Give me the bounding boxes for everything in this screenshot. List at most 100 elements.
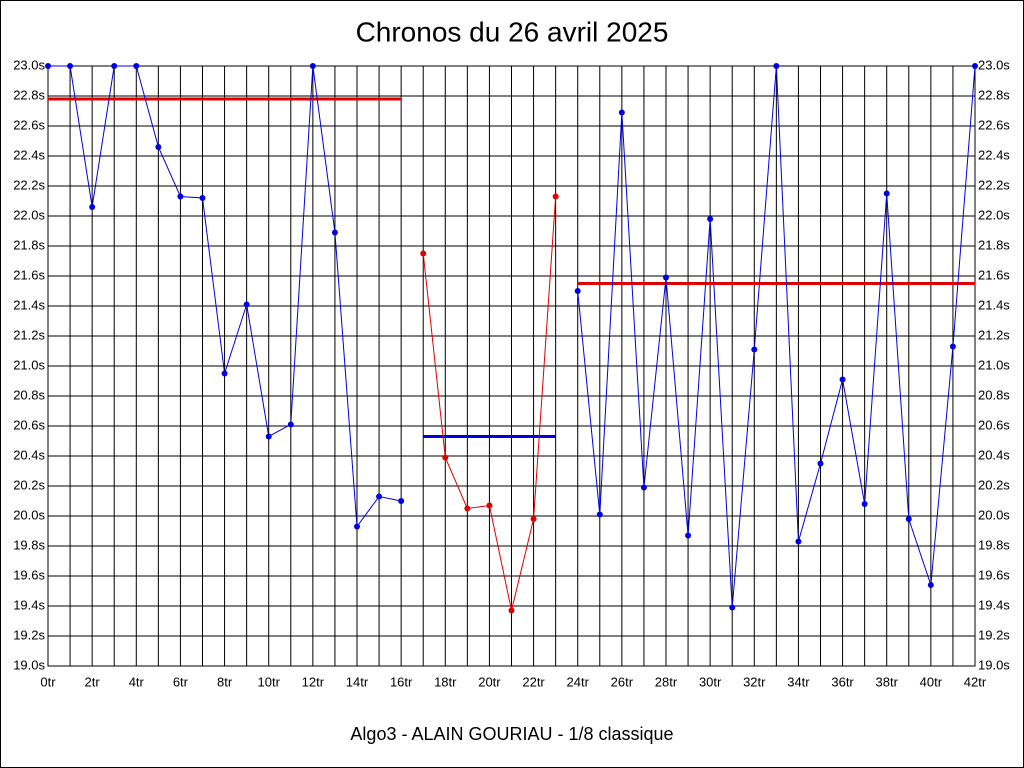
y-tick-label: 19.6s bbox=[13, 567, 45, 582]
data-point bbox=[243, 301, 250, 308]
y-tick-label: 22.8s bbox=[13, 87, 45, 102]
x-tick-label: 24tr bbox=[567, 674, 590, 689]
data-point bbox=[155, 144, 162, 150]
data-point bbox=[420, 250, 427, 257]
data-point bbox=[596, 511, 603, 518]
data-point bbox=[707, 216, 714, 222]
y2-tick-label: 20.8s bbox=[978, 387, 1010, 402]
y-tick-label: 22.6s bbox=[13, 117, 45, 132]
y2-tick-label: 20.4s bbox=[978, 447, 1010, 462]
y2-tick-label: 22.2s bbox=[978, 177, 1010, 192]
y2-tick-label: 21.8s bbox=[978, 237, 1010, 252]
data-point bbox=[133, 63, 140, 69]
data-point bbox=[839, 376, 846, 383]
x-tick-label: 42tr bbox=[964, 674, 987, 689]
data-point bbox=[376, 493, 383, 500]
data-point bbox=[773, 63, 780, 69]
y-tick-label: 20.2s bbox=[13, 477, 45, 492]
x-tick-label: 2tr bbox=[85, 674, 101, 689]
data-point bbox=[905, 516, 912, 522]
y-tick-label: 21.4s bbox=[13, 297, 45, 312]
x-tick-label: 0tr bbox=[40, 674, 56, 689]
y-tick-label: 19.2s bbox=[13, 627, 45, 642]
y-tick-label: 21.0s bbox=[13, 357, 45, 372]
y-tick-label: 20.6s bbox=[13, 417, 45, 432]
chart-subtitle: Algo3 - ALAIN GOURIAU - 1/8 classique bbox=[350, 724, 673, 744]
data-point bbox=[927, 582, 934, 588]
y2-tick-label: 19.0s bbox=[978, 657, 1010, 672]
x-tick-label: 18tr bbox=[434, 674, 457, 689]
data-point bbox=[618, 109, 625, 116]
y2-tick-label: 20.6s bbox=[978, 417, 1010, 432]
x-tick-label: 6tr bbox=[173, 674, 189, 689]
y-tick-label: 19.0s bbox=[13, 657, 45, 672]
data-point bbox=[640, 484, 647, 491]
x-tick-label: 10tr bbox=[258, 674, 281, 689]
x-tick-label: 12tr bbox=[302, 674, 325, 689]
y-tick-label: 20.8s bbox=[13, 387, 45, 402]
chart-title: Chronos du 26 avril 2025 bbox=[356, 16, 669, 47]
x-tick-label: 32tr bbox=[743, 674, 766, 689]
x-tick-label: 38tr bbox=[876, 674, 899, 689]
x-tick-label: 16tr bbox=[390, 674, 413, 689]
data-point bbox=[199, 195, 206, 201]
x-tick-label: 28tr bbox=[655, 674, 678, 689]
y2-tick-label: 20.0s bbox=[978, 507, 1010, 522]
y-tick-label: 22.2s bbox=[13, 177, 45, 192]
y2-tick-label: 19.6s bbox=[978, 567, 1010, 582]
data-point bbox=[817, 460, 824, 467]
x-tick-label: 14tr bbox=[346, 674, 369, 689]
data-point bbox=[398, 498, 405, 504]
data-point bbox=[729, 604, 736, 611]
y2-tick-label: 22.6s bbox=[978, 117, 1010, 132]
y-tick-label: 21.6s bbox=[13, 267, 45, 282]
data-point bbox=[751, 346, 758, 353]
y-tick-label: 19.4s bbox=[13, 597, 45, 612]
y2-tick-label: 22.8s bbox=[978, 87, 1010, 102]
data-point bbox=[552, 193, 559, 200]
y2-tick-label: 22.4s bbox=[978, 147, 1010, 162]
x-tick-label: 8tr bbox=[217, 674, 233, 689]
y2-tick-label: 19.2s bbox=[978, 627, 1010, 642]
y2-tick-label: 21.2s bbox=[978, 327, 1010, 342]
data-point bbox=[685, 532, 692, 539]
data-point bbox=[486, 502, 493, 509]
data-point bbox=[89, 204, 96, 210]
x-tick-label: 22tr bbox=[522, 674, 545, 689]
x-tick-label: 20tr bbox=[478, 674, 501, 689]
x-tick-label: 26tr bbox=[611, 674, 634, 689]
data-point bbox=[221, 370, 228, 377]
x-tick-label: 36tr bbox=[831, 674, 854, 689]
data-point bbox=[265, 433, 272, 440]
y2-tick-label: 21.4s bbox=[978, 297, 1010, 312]
data-point bbox=[530, 516, 537, 522]
data-point bbox=[177, 193, 184, 200]
y2-tick-label: 21.6s bbox=[978, 267, 1010, 282]
data-point bbox=[464, 505, 471, 512]
y-tick-label: 20.0s bbox=[13, 507, 45, 522]
y2-tick-label: 23.0s bbox=[978, 57, 1010, 72]
y-tick-label: 22.0s bbox=[13, 207, 45, 222]
x-tick-label: 40tr bbox=[920, 674, 943, 689]
x-tick-label: 4tr bbox=[129, 674, 145, 689]
data-point bbox=[795, 538, 802, 545]
data-point bbox=[111, 63, 118, 69]
data-point bbox=[972, 63, 978, 69]
data-point bbox=[45, 63, 51, 69]
data-point bbox=[287, 421, 294, 428]
y-tick-label: 19.8s bbox=[13, 537, 45, 552]
data-point bbox=[663, 274, 669, 281]
y-tick-label: 23.0s bbox=[13, 57, 45, 72]
x-tick-label: 30tr bbox=[699, 674, 722, 689]
data-point bbox=[354, 523, 360, 530]
data-point bbox=[574, 288, 581, 294]
data-point bbox=[331, 229, 338, 236]
y2-tick-label: 19.4s bbox=[978, 597, 1010, 612]
data-point bbox=[508, 607, 515, 614]
plot-frame bbox=[47, 65, 976, 667]
data-point bbox=[67, 63, 74, 69]
y-tick-label: 21.8s bbox=[13, 237, 45, 252]
y2-tick-label: 19.8s bbox=[978, 537, 1010, 552]
data-point bbox=[949, 343, 956, 350]
